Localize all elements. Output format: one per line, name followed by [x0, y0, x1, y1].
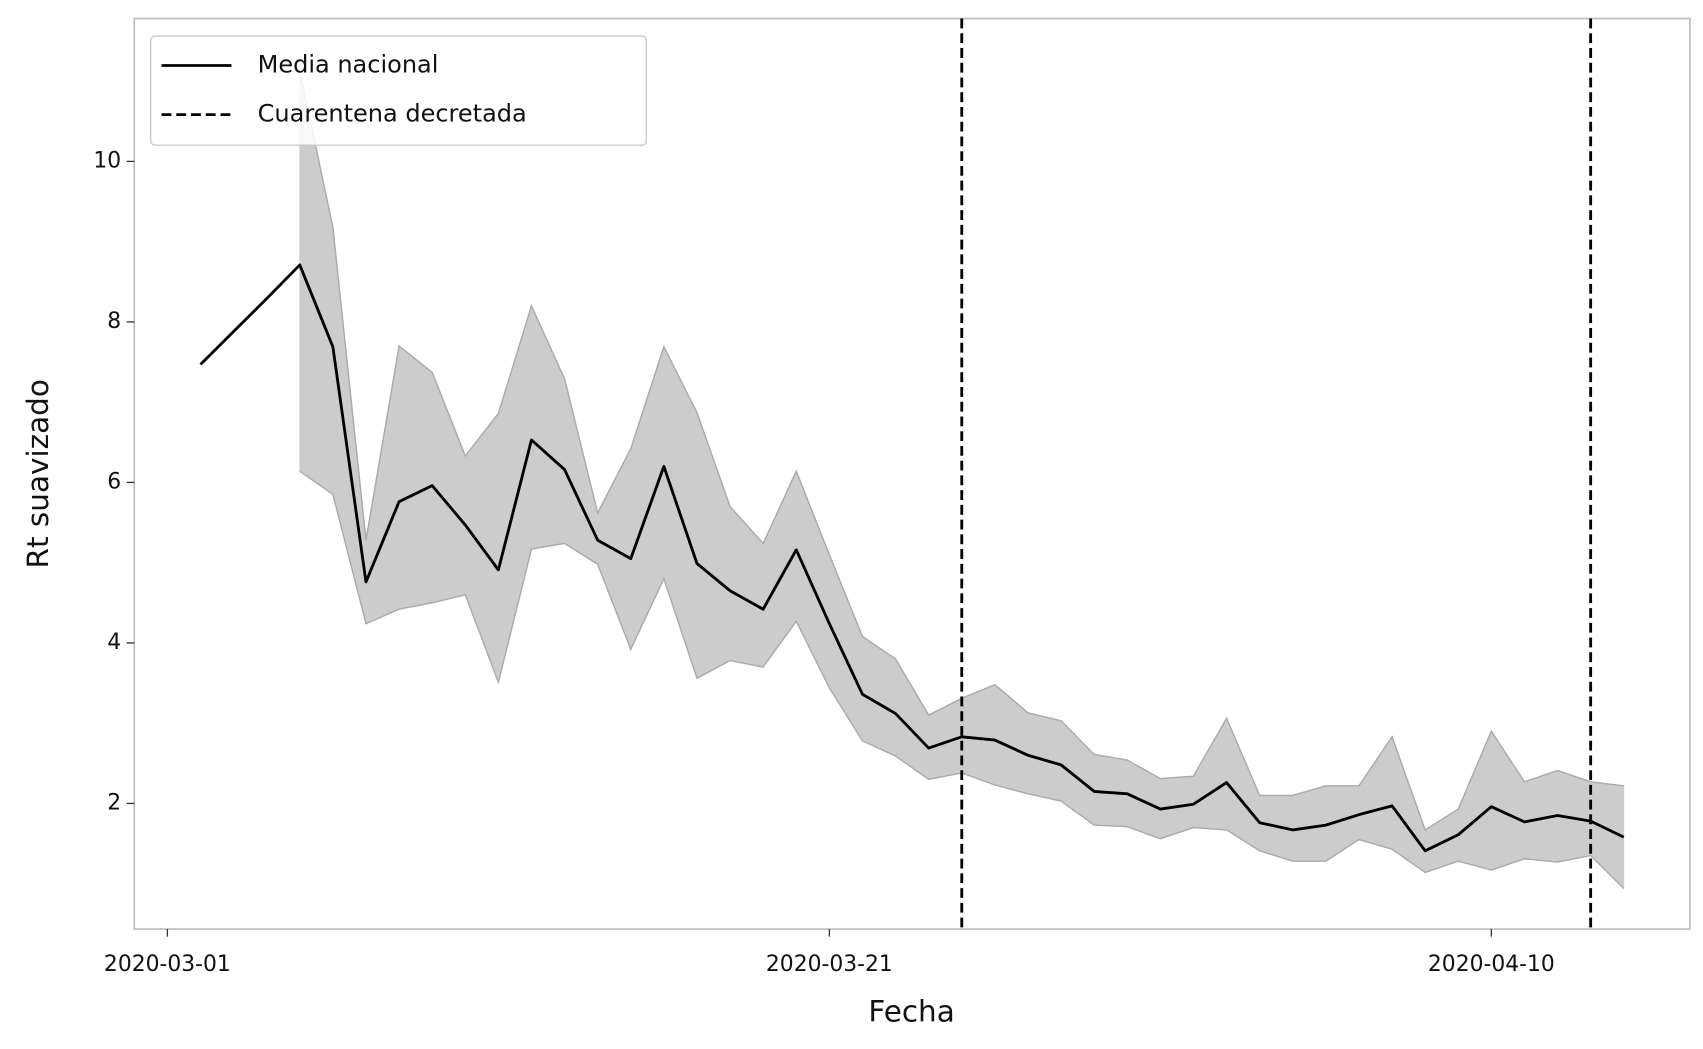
y-tick-label: 10 [93, 148, 121, 173]
band-segment [994, 683, 1029, 795]
band-segment [729, 505, 764, 668]
y-tick-label: 4 [107, 630, 121, 655]
x-axis-label: Fecha [868, 995, 954, 1029]
x-tick-label: 2020-03-01 [104, 952, 231, 977]
plot-frame [133, 17, 1691, 930]
band-segment [828, 554, 863, 743]
band-segment [1457, 731, 1492, 871]
band-segment [431, 372, 466, 604]
x-tick-label: 2020-04-10 [1428, 952, 1555, 977]
band-segment [497, 305, 532, 683]
y-tick-label: 6 [107, 469, 121, 494]
legend-label: Media nacional [258, 51, 439, 79]
band-segment [564, 378, 599, 566]
y-tick-label: 2 [107, 790, 121, 815]
band-segment [365, 345, 400, 625]
band-segment [332, 227, 367, 624]
band-segment [398, 345, 433, 610]
band-segment [1193, 716, 1227, 831]
legend-box [149, 35, 647, 146]
band-segment [1126, 759, 1161, 840]
y-tick-label: 8 [107, 309, 121, 334]
legend: Media nacional Cuarentena decretada [149, 35, 647, 146]
band-segment [1358, 735, 1393, 850]
series-line [199, 263, 1625, 853]
legend-label: Cuarentena decretada [258, 100, 527, 128]
band-segment [1060, 719, 1095, 826]
band-segment [1292, 785, 1327, 862]
x-tick-label: 2020-03-21 [766, 952, 893, 977]
band-segment [696, 412, 731, 679]
band-segment [762, 471, 797, 669]
plot: Fecha Rt suavizado 2 4 6 8 10 2020-03-01 2020-… [21, 17, 1691, 1029]
y-axis-label: Rt suavizado [21, 379, 55, 568]
band-segment [630, 346, 665, 650]
band-segment [961, 684, 996, 786]
band-segment [1490, 729, 1525, 871]
